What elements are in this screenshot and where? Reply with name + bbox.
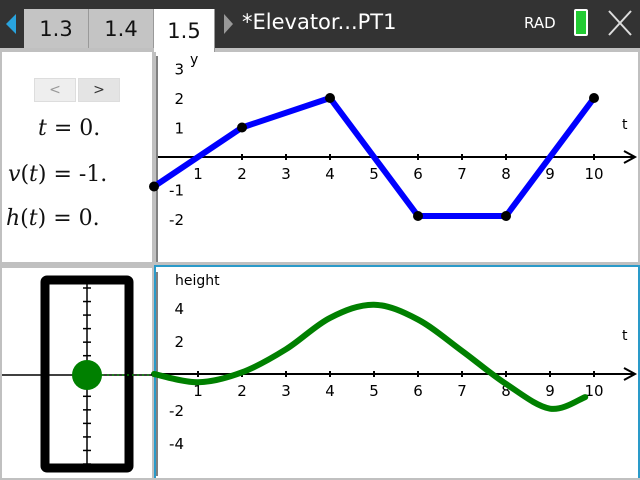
data-point: [237, 122, 247, 133]
data-point: [149, 181, 159, 192]
x-tick-label: 10: [584, 165, 603, 183]
tab-1-3[interactable]: 1.3: [24, 9, 89, 48]
x-tick-label: 9: [545, 382, 555, 400]
document-title: *Elevator...PT1: [242, 10, 397, 34]
x-tick-label: 6: [413, 165, 423, 183]
x-tick-label: 4: [325, 382, 335, 400]
x-tick-label: 5: [369, 165, 379, 183]
y-tick-label: 4: [174, 300, 184, 318]
calculation-panel: < > t = 0. v(t) = -1. h(t) = 0.: [2, 52, 152, 262]
x-tick-label: 3: [281, 165, 291, 183]
x-tick-label: 1: [193, 165, 203, 183]
x-tick-label: 6: [413, 382, 423, 400]
height-readout: h(t) = 0.: [6, 206, 100, 231]
tab-1-5[interactable]: 1.5: [154, 9, 215, 52]
x-axis-label: t: [622, 117, 628, 133]
x-tick-label: 1: [193, 382, 203, 400]
x-tick-label: 4: [325, 165, 335, 183]
x-tick-label: 7: [457, 382, 467, 400]
y-tick-label: -2: [169, 402, 184, 420]
y-tick-label: -4: [169, 435, 184, 453]
y-tick-label: 3: [174, 61, 184, 79]
x-axis-arrow-icon: [623, 367, 638, 381]
y-tick-label: -1: [169, 182, 184, 200]
y-tick-label: 1: [174, 120, 184, 138]
height-graph-panel[interactable]: [154, 265, 640, 478]
x-tick-label: 3: [281, 382, 291, 400]
y-tick-label: 2: [174, 333, 184, 351]
y-tick-label: 2: [174, 90, 184, 108]
top-bar: 1.3 1.4 1.5 *Elevator...PT1 RAD: [0, 0, 640, 52]
battery-icon: [574, 9, 588, 36]
close-icon[interactable]: [604, 0, 634, 48]
elevator-shaft: [40, 275, 134, 473]
velocity-readout: v(t) = -1.: [8, 162, 108, 187]
x-tick-label: 7: [457, 165, 467, 183]
x-tick-label: 2: [237, 165, 247, 183]
next-button[interactable]: >: [78, 78, 120, 102]
angle-mode: RAD: [524, 14, 556, 32]
prev-button[interactable]: <: [34, 78, 76, 102]
data-point: [589, 93, 599, 103]
x-tick-label: 8: [501, 165, 511, 183]
tab-1-4[interactable]: 1.4: [89, 9, 154, 48]
scroll-left-icon[interactable]: [0, 0, 20, 48]
height-curve: [151, 301, 589, 412]
x-axis-arrow-icon: [623, 150, 638, 164]
elevator-car: [72, 360, 102, 390]
data-point: [325, 93, 335, 103]
x-axis-label: t: [622, 328, 628, 344]
velocity-line: [151, 95, 597, 219]
data-point: [413, 211, 423, 221]
t-readout: t = 0.: [38, 116, 101, 141]
scroll-right-icon[interactable]: [220, 0, 240, 48]
x-tick-label: 10: [584, 382, 603, 400]
y-axis-label: height: [175, 273, 220, 289]
data-point: [501, 211, 511, 221]
y-tick-label: -2: [169, 211, 184, 229]
x-tick-label: 9: [545, 165, 555, 183]
x-tick-label: 2: [237, 382, 247, 400]
x-tick-label: 8: [501, 382, 511, 400]
x-tick-label: 5: [369, 382, 379, 400]
y-axis-label: y: [190, 52, 198, 68]
